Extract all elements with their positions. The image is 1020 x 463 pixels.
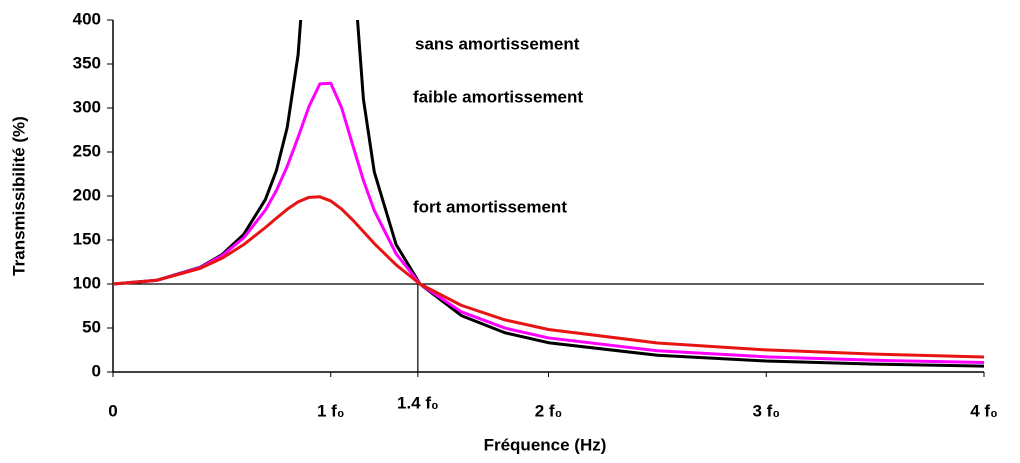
x-axis-label: Fréquence (Hz) (484, 435, 607, 454)
y-tick-label: 300 (73, 97, 101, 116)
x-tick-label: 2 f₀ (535, 401, 563, 420)
y-tick-label: 150 (73, 229, 101, 248)
y-tick-label: 250 (73, 141, 101, 160)
series-line (113, 81, 985, 364)
y-tick-label: 400 (73, 9, 101, 28)
x-tick-label: 3 f₀ (752, 401, 780, 420)
y-tick-label: 350 (73, 53, 101, 72)
series-line (113, 195, 985, 359)
x-tick-label: 4 f₀ (970, 401, 998, 420)
legend-label: faible amortissement (413, 87, 583, 106)
legend-label: sans amortissement (415, 34, 580, 53)
y-axis-label: Transmissibilité (%) (9, 116, 28, 276)
x-tick-label: 0 (108, 401, 117, 420)
x-tick-label: 1 f₀ (317, 401, 345, 420)
series-line (113, 20, 985, 368)
y-tick-label: 0 (92, 361, 101, 380)
y-tick-label: 100 (73, 273, 101, 292)
y-tick-label: 200 (73, 185, 101, 204)
y-tick-label: 50 (82, 317, 101, 336)
legend-label: fort amortissement (413, 197, 567, 216)
x-tick-label: 1.4 f₀ (397, 393, 439, 412)
